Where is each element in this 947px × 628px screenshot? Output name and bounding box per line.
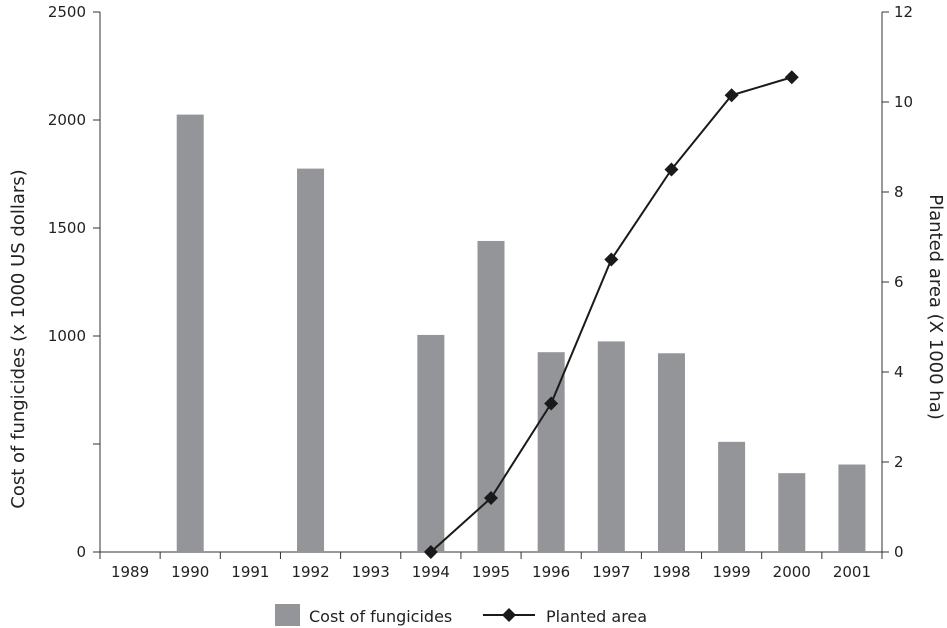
y-axis-left-title: Cost of fungicides (x 1000 US dollars) <box>8 169 29 508</box>
point-planted-area <box>724 88 739 103</box>
x-tick-label: 1994 <box>412 563 450 581</box>
y-right-tick-label: 8 <box>894 183 904 201</box>
x-tick-label: 1989 <box>111 563 149 581</box>
x-tick-label: 1992 <box>291 563 329 581</box>
legend-label-cost-of-fungicides: Cost of fungicides <box>309 607 452 626</box>
point-planted-area <box>544 396 559 411</box>
y-left-tick-label: 1500 <box>48 219 86 237</box>
bar-cost-of-fungicides <box>597 341 625 552</box>
x-tick-label: 2000 <box>773 563 811 581</box>
y-left-tick-label: 0 <box>76 543 86 561</box>
y-right-tick-label: 0 <box>894 543 904 561</box>
point-planted-area <box>484 491 498 505</box>
y-right-tick-label: 2 <box>894 453 904 471</box>
bar-cost-of-fungicides <box>537 352 565 552</box>
bar-cost-of-fungicides <box>417 334 445 552</box>
x-tick-label: 1996 <box>532 563 570 581</box>
y-right-tick-label: 4 <box>894 363 904 381</box>
bars-group <box>176 114 866 552</box>
legend-swatch-cost-of-fungicides <box>275 604 300 626</box>
x-tick-label: 1990 <box>171 563 209 581</box>
legend-label-planted-area: Planted area <box>546 607 647 626</box>
y-right-tick-label: 6 <box>894 273 904 291</box>
x-tick-label: 1991 <box>231 563 269 581</box>
point-planted-area <box>784 70 799 85</box>
point-planted-area <box>664 162 679 177</box>
y-left-tick-label: 1000 <box>48 327 86 345</box>
x-tick-label: 2001 <box>833 563 871 581</box>
point-planted-area <box>604 252 619 267</box>
x-tick-label: 1995 <box>472 563 510 581</box>
y-right-tick-label: 10 <box>894 93 913 111</box>
y-axis-right-title: Planted area (X 1000 ha) <box>925 194 946 420</box>
y-left-tick-label: 2000 <box>48 111 86 129</box>
x-tick-label: 1999 <box>713 563 751 581</box>
bar-cost-of-fungicides <box>297 168 325 552</box>
legend-marker-planted-area <box>502 608 516 622</box>
y-left-tick-label: 2500 <box>48 3 86 21</box>
line-group <box>423 70 799 559</box>
x-tick-label: 1997 <box>592 563 630 581</box>
bar-cost-of-fungicides <box>657 353 685 552</box>
y-right-tick-label: 12 <box>894 3 913 21</box>
point-planted-area <box>423 545 438 559</box>
bar-cost-of-fungicides <box>778 473 806 552</box>
bar-cost-of-fungicides <box>176 114 204 552</box>
x-tick-label: 1993 <box>352 563 390 581</box>
x-tick-label: 1998 <box>652 563 690 581</box>
bar-cost-of-fungicides <box>838 464 866 552</box>
axes-group: 0 1000 1500 2000 2500 0 2 4 6 8 10 12 1989 1990 1991 19… <box>48 3 913 581</box>
legend: Cost of fungicides Planted area <box>275 604 647 626</box>
bar-cost-of-fungicides <box>718 441 746 552</box>
